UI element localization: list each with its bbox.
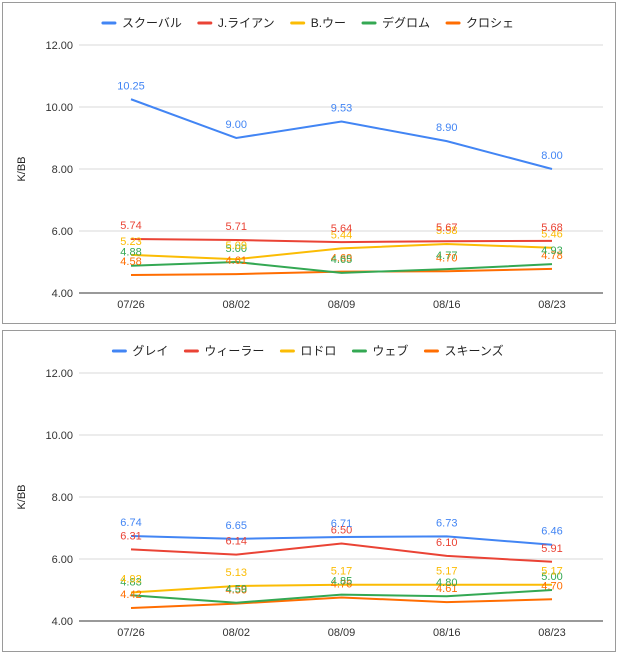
data-label: 5.71 <box>226 221 247 233</box>
x-tick-label: 08/02 <box>222 299 250 311</box>
data-label: 6.10 <box>436 537 457 549</box>
legend-label: クロシェ <box>466 16 514 30</box>
data-label: 9.00 <box>226 119 247 131</box>
data-label: 5.17 <box>436 566 457 578</box>
data-label: 4.92 <box>120 573 141 585</box>
data-label: 4.88 <box>120 247 141 259</box>
x-tick-label: 07/26 <box>117 299 145 311</box>
x-tick-label: 08/23 <box>538 627 566 639</box>
legend-label: スクーバル <box>122 16 182 30</box>
series-line <box>130 535 553 546</box>
data-label: 4.70 <box>541 580 562 592</box>
series-line <box>130 542 553 563</box>
data-label: 6.74 <box>120 517 141 529</box>
data-label: 5.23 <box>120 236 141 248</box>
data-label: 5.58 <box>436 225 457 237</box>
data-label: 4.56 <box>226 585 247 597</box>
data-label: 5.09 <box>226 240 247 252</box>
data-label: 5.00 <box>541 571 562 583</box>
data-label: 5.91 <box>541 543 562 555</box>
series-line <box>130 98 553 170</box>
y-tick-label: 12.00 <box>45 40 73 52</box>
data-label: 4.58 <box>120 256 141 268</box>
x-tick-label: 08/09 <box>328 299 356 311</box>
chart-panel-top: 4.00 6.00 8.00 10.00 12.00 07/26 08/02 08/09 08/… <box>2 2 616 324</box>
data-label: 4.76 <box>331 578 352 590</box>
data-label: 6.50 <box>331 525 352 537</box>
y-tick-label: 4.00 <box>52 288 73 300</box>
series-line <box>130 243 553 261</box>
data-label: 9.53 <box>331 103 352 115</box>
data-label: 10.25 <box>117 80 145 92</box>
data-label: 4.78 <box>541 250 562 262</box>
data-label: 5.64 <box>331 223 352 235</box>
data-label: 5.68 <box>541 222 562 234</box>
data-label: 5.74 <box>120 220 141 232</box>
y-tick-label: 4.00 <box>52 616 73 628</box>
data-label: 5.67 <box>436 222 457 234</box>
y-tick-label: 6.00 <box>52 554 73 566</box>
legend-label: グレイ <box>132 344 168 358</box>
data-label: 6.71 <box>331 518 352 530</box>
data-label: 4.93 <box>541 245 562 257</box>
data-label: 6.73 <box>436 517 457 529</box>
data-label: 6.65 <box>226 520 247 532</box>
x-tick-label: 08/16 <box>433 627 461 639</box>
legend-label: スキーンズ <box>444 343 503 358</box>
y-tick-label: 6.00 <box>52 226 73 238</box>
data-label: 6.14 <box>226 536 247 548</box>
y-tick-label: 8.00 <box>52 164 73 176</box>
legend-label: ウェブ <box>372 343 408 358</box>
data-label: 4.65 <box>331 254 352 266</box>
legend-label: ウィーラー <box>204 344 264 358</box>
data-label: 5.17 <box>331 566 352 578</box>
legend-label: デグロム <box>382 15 430 30</box>
y-tick-label: 10.00 <box>45 430 73 442</box>
series-line <box>130 596 553 609</box>
line-chart-top: 4.00 6.00 8.00 10.00 12.00 07/26 08/02 08/09 08/… <box>16 15 603 311</box>
legend-label: B.ウー <box>311 16 346 30</box>
series-line <box>130 267 553 277</box>
data-label: 8.00 <box>541 150 562 162</box>
data-label: 8.90 <box>436 122 457 134</box>
data-label: 4.61 <box>226 255 247 267</box>
data-label: 4.83 <box>120 576 141 588</box>
legend-label: J.ライアン <box>218 16 275 30</box>
series-line <box>130 238 553 244</box>
line-chart-bottom: 4.00 6.00 8.00 10.00 12.00 07/26 08/02 08/09 08/… <box>16 343 603 639</box>
data-label: 5.00 <box>226 243 247 255</box>
x-tick-label: 08/16 <box>433 299 461 311</box>
data-label: 4.70 <box>436 252 457 264</box>
data-label: 4.61 <box>436 583 457 595</box>
data-label: 6.31 <box>120 530 141 542</box>
y-axis-title: K/BB <box>16 484 28 509</box>
data-label: 4.42 <box>120 589 141 601</box>
series-line <box>130 583 552 594</box>
legend-label: ロドロ <box>300 344 336 358</box>
legend: スクーバル J.ライアン B.ウー デグロム クロシェ <box>101 15 514 30</box>
y-tick-label: 10.00 <box>45 102 73 114</box>
data-label: 4.85 <box>331 576 352 588</box>
x-tick-label: 08/09 <box>328 627 356 639</box>
data-label: 5.46 <box>541 229 562 241</box>
data-label: 4.69 <box>331 253 352 265</box>
data-label: 4.59 <box>226 584 247 596</box>
y-tick-label: 8.00 <box>52 492 73 504</box>
series-line <box>130 589 553 604</box>
data-label: 5.13 <box>226 567 247 579</box>
y-axis-title: K/BB <box>16 156 28 181</box>
data-label: 5.17 <box>541 566 562 578</box>
data-label: 4.77 <box>436 250 457 262</box>
chart-panel-bottom: 4.00 6.00 8.00 10.00 12.00 07/26 08/02 08/09 08/… <box>2 330 616 652</box>
series-line <box>130 260 553 274</box>
data-label: 5.44 <box>331 229 352 241</box>
data-label: 6.46 <box>541 526 562 538</box>
data-label: 4.80 <box>436 577 457 589</box>
x-tick-label: 08/23 <box>538 299 566 311</box>
legend: グレイ ウィーラー ロドロ ウェブ スキーンズ <box>111 343 504 358</box>
x-tick-label: 08/02 <box>222 627 250 639</box>
x-tick-label: 07/26 <box>117 627 145 639</box>
y-tick-label: 12.00 <box>45 368 73 380</box>
